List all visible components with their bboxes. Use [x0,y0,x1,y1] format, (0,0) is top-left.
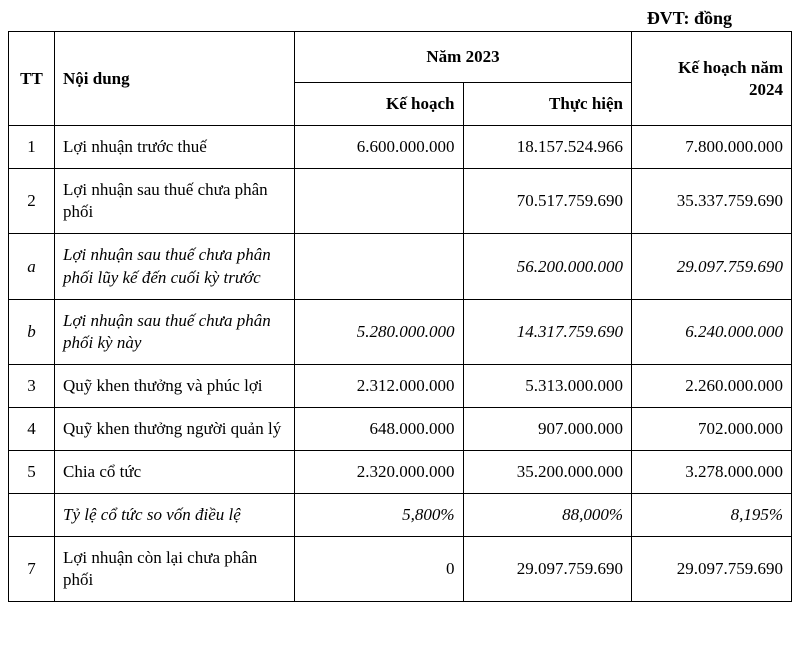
cell-nd: Lợi nhuận sau thuế chưa phân phối [55,169,295,234]
cell-plan: 5.280.000.000 [295,299,464,364]
table-row: 5Chia cổ tức2.320.000.00035.200.000.0003… [9,451,792,494]
table-row: bLợi nhuận sau thuế chưa phân phối kỳ nà… [9,299,792,364]
table-row: 4Quỹ khen thưởng người quản lý648.000.00… [9,407,792,450]
cell-nd: Tỷ lệ cổ tức so vốn điều lệ [55,494,295,537]
cell-nd: Chia cổ tức [55,451,295,494]
cell-plan2024: 29.097.759.690 [632,537,792,602]
cell-plan: 0 [295,537,464,602]
cell-plan2024: 702.000.000 [632,407,792,450]
header-actual-col: Thực hiện [463,83,632,126]
cell-plan2024: 3.278.000.000 [632,451,792,494]
cell-actual: 907.000.000 [463,407,632,450]
cell-nd: Lợi nhuận trước thuế [55,126,295,169]
table-body: 1Lợi nhuận trước thuế6.600.000.00018.157… [9,126,792,602]
cell-plan2024: 6.240.000.000 [632,299,792,364]
cell-nd: Lợi nhuận còn lại chưa phân phối [55,537,295,602]
cell-tt: 3 [9,364,55,407]
table-row: 2Lợi nhuận sau thuế chưa phân phối 70.517… [9,169,792,234]
header-tt: TT [9,32,55,126]
table-row: 3Quỹ khen thưởng và phúc lợi2.312.000.00… [9,364,792,407]
cell-plan2024: 2.260.000.000 [632,364,792,407]
cell-tt: 4 [9,407,55,450]
header-row-1: TT Nội dung Năm 2023 Kế hoạch năm 2024 [9,32,792,83]
cell-actual: 5.313.000.000 [463,364,632,407]
cell-plan: 2.312.000.000 [295,364,464,407]
cell-tt: 5 [9,451,55,494]
table-row: aLợi nhuận sau thuế chưa phân phối lũy k… [9,234,792,299]
header-plan-col: Kế hoạch [295,83,464,126]
cell-actual: 56.200.000.000 [463,234,632,299]
cell-tt [9,494,55,537]
cell-plan2024: 7.800.000.000 [632,126,792,169]
header-nd: Nội dung [55,32,295,126]
cell-plan: 648.000.000 [295,407,464,450]
cell-plan: 6.600.000.000 [295,126,464,169]
cell-actual: 18.157.524.966 [463,126,632,169]
cell-tt: 1 [9,126,55,169]
cell-plan [295,234,464,299]
table-row: 1Lợi nhuận trước thuế6.600.000.00018.157… [9,126,792,169]
cell-actual: 88,000% [463,494,632,537]
cell-tt: 7 [9,537,55,602]
cell-nd: Quỹ khen thưởng và phúc lợi [55,364,295,407]
cell-actual: 70.517.759.690 [463,169,632,234]
cell-actual: 35.200.000.000 [463,451,632,494]
cell-actual: 29.097.759.690 [463,537,632,602]
cell-tt: 2 [9,169,55,234]
cell-plan2024: 29.097.759.690 [632,234,792,299]
header-year: Năm 2023 [295,32,632,83]
unit-label: ĐVT: đồng [8,8,792,29]
cell-nd: Lợi nhuận sau thuế chưa phân phối lũy kế… [55,234,295,299]
cell-nd: Lợi nhuận sau thuế chưa phân phối kỳ này [55,299,295,364]
cell-plan2024: 8,195% [632,494,792,537]
financial-table: TT Nội dung Năm 2023 Kế hoạch năm 2024 K… [8,31,792,602]
cell-plan2024: 35.337.759.690 [632,169,792,234]
table-row: Tỷ lệ cổ tức so vốn điều lệ5,800%88,000%… [9,494,792,537]
cell-plan: 2.320.000.000 [295,451,464,494]
cell-tt: a [9,234,55,299]
table-row: 7Lợi nhuận còn lại chưa phân phối029.097… [9,537,792,602]
header-plan-2024: Kế hoạch năm 2024 [632,32,792,126]
cell-tt: b [9,299,55,364]
cell-nd: Quỹ khen thưởng người quản lý [55,407,295,450]
cell-plan [295,169,464,234]
cell-actual: 14.317.759.690 [463,299,632,364]
cell-plan: 5,800% [295,494,464,537]
